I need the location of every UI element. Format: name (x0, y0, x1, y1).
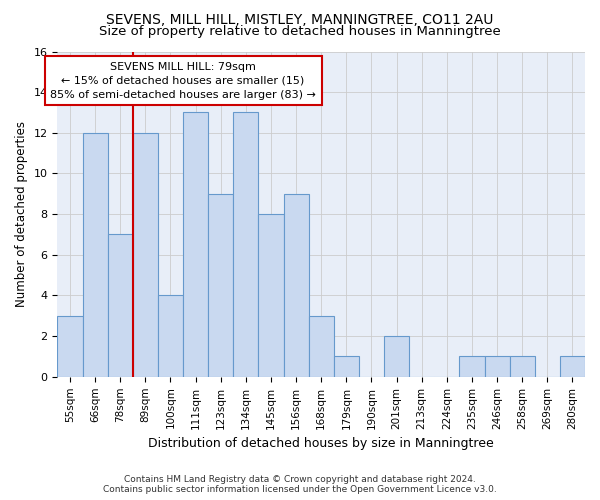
Bar (284, 194, 308, 377)
Bar (233, 112, 259, 377)
Bar (560, 356, 585, 377)
Bar (460, 356, 485, 377)
Bar (58, 316, 83, 377)
Bar (509, 356, 535, 377)
Bar (183, 112, 208, 377)
Text: SEVENS, MILL HILL, MISTLEY, MANNINGTREE, CO11 2AU: SEVENS, MILL HILL, MISTLEY, MANNINGTREE,… (106, 12, 494, 26)
Text: SEVENS MILL HILL: 79sqm
← 15% of detached houses are smaller (15)
85% of semi-de: SEVENS MILL HILL: 79sqm ← 15% of detache… (50, 62, 316, 100)
Bar (259, 214, 284, 377)
Bar (107, 234, 133, 377)
Bar (208, 194, 233, 377)
Bar (83, 133, 107, 377)
Bar (384, 336, 409, 377)
Bar (334, 356, 359, 377)
Text: Size of property relative to detached houses in Manningtree: Size of property relative to detached ho… (99, 25, 501, 38)
Bar (485, 356, 509, 377)
Bar (308, 316, 334, 377)
Y-axis label: Number of detached properties: Number of detached properties (15, 121, 28, 307)
Text: Contains HM Land Registry data © Crown copyright and database right 2024.
Contai: Contains HM Land Registry data © Crown c… (103, 474, 497, 494)
Bar (133, 133, 158, 377)
Bar (158, 296, 183, 377)
X-axis label: Distribution of detached houses by size in Manningtree: Distribution of detached houses by size … (148, 437, 494, 450)
